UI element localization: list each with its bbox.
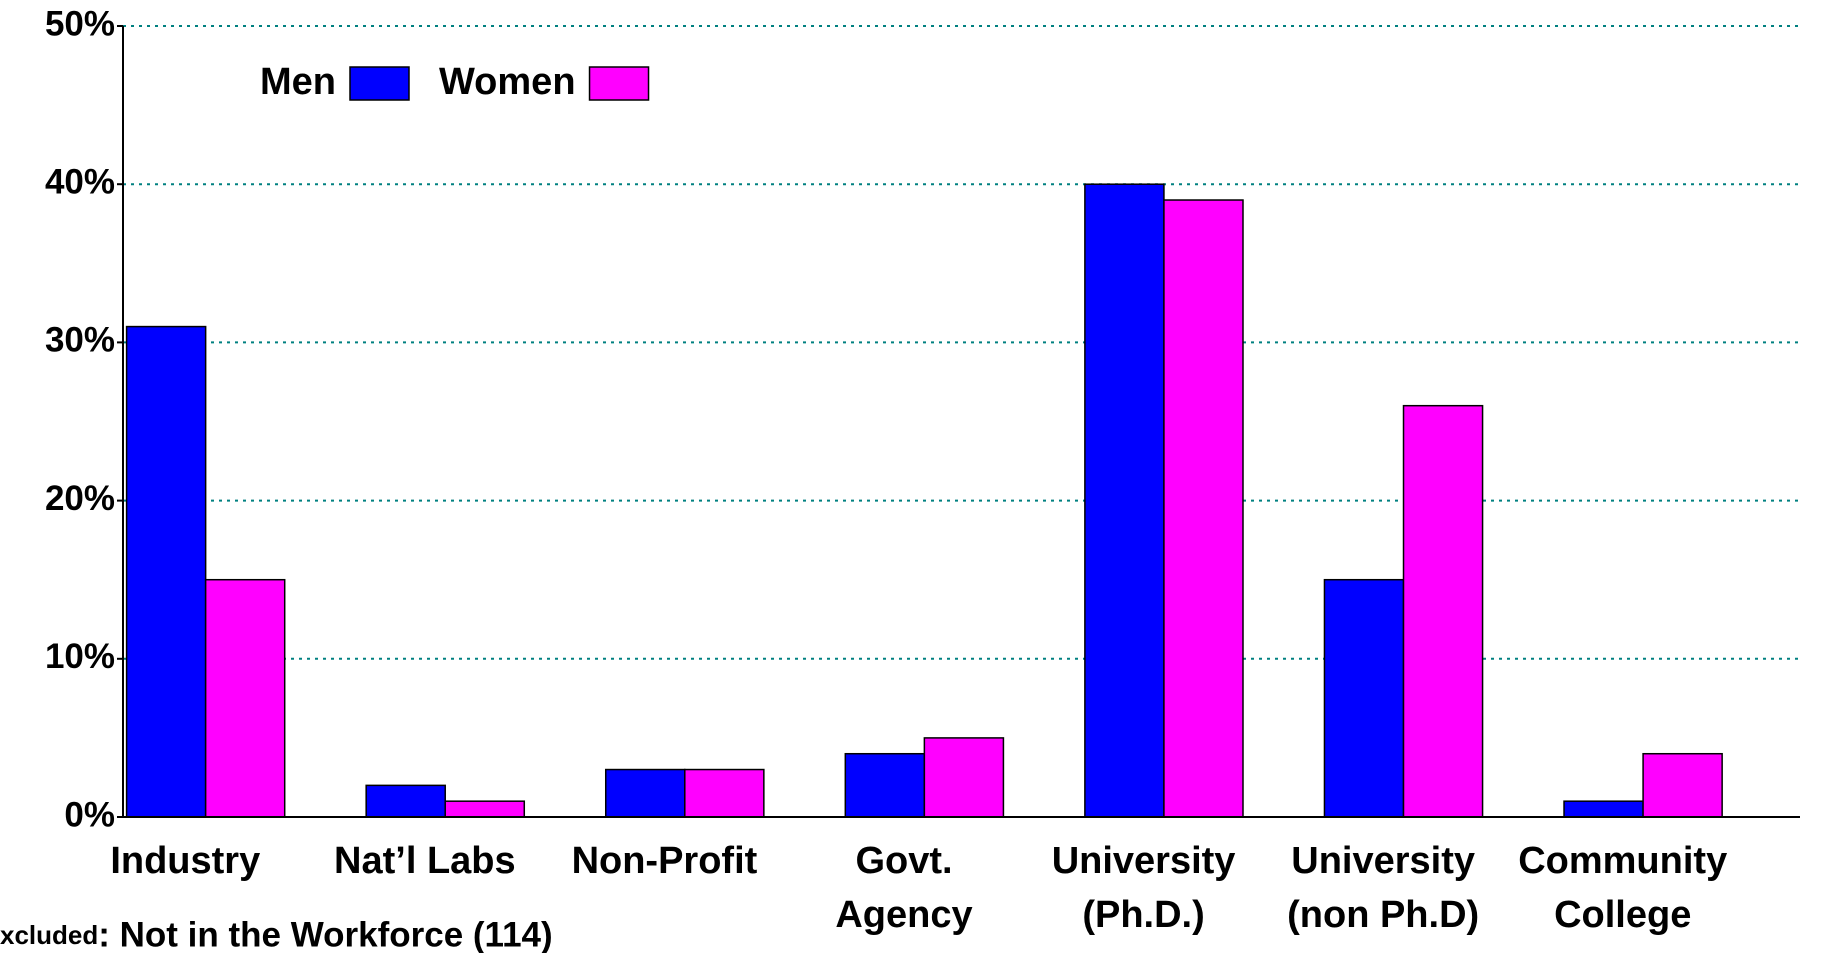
bar [604,768,686,818]
x-tick-label: Non-Profit [572,840,758,882]
bar [1323,578,1405,818]
x-tick-label: University (Ph.D.) [1052,840,1236,936]
y-tick-label: 0% [64,795,115,834]
x-tick-label: Industry [110,840,260,882]
x-tick-label: Nat’l Labs [334,840,516,882]
legend-swatch [349,66,410,101]
legend-label: Men [260,61,336,103]
y-tick-label: 10% [45,637,115,676]
y-tick-label: 30% [45,321,115,360]
x-tick-label: Govt. Agency [835,840,972,936]
x-tick-label: Community College [1518,840,1727,936]
y-tick-label: 20% [45,479,115,518]
bar [1402,404,1484,818]
legend-label: Women [439,61,576,103]
note: : Not in the Workforce (114) [98,915,552,953]
note-part: xcluded [0,920,98,950]
bar [1563,800,1644,818]
x-tick-label: University (non Ph.D) [1287,840,1479,936]
bar [365,784,446,818]
bar [844,752,926,818]
bar [1163,199,1244,818]
bar [125,325,207,818]
y-tick-label: 40% [45,162,115,201]
y-tick-label: 50% [45,4,115,43]
bar [923,737,1005,818]
bar [204,578,286,818]
legend-swatch [588,66,650,101]
bar [684,768,765,818]
bar [1642,752,1723,818]
bar [1084,183,1165,818]
bar [444,800,526,818]
